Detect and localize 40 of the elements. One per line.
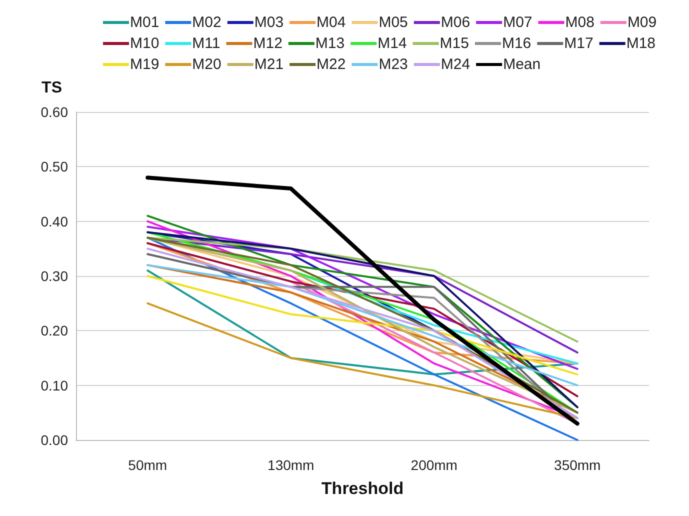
legend-label: M21 <box>254 56 284 73</box>
y-tick-label: 0.20 <box>40 322 68 339</box>
legend-label: M03 <box>254 14 284 31</box>
legend-label: M10 <box>130 35 160 52</box>
legend-label: M13 <box>315 35 345 52</box>
line-series <box>146 302 578 420</box>
legend-label: Mean <box>503 56 541 73</box>
y-axis-title: TS <box>42 80 62 96</box>
y-tick-label: 0.60 <box>40 104 68 120</box>
legend-label: M07 <box>503 14 532 31</box>
x-tick-label: 200mm <box>410 457 458 473</box>
x-tick-label: 350mm <box>554 457 601 473</box>
y-tick-label: 0.30 <box>40 268 68 284</box>
legend-label: M02 <box>192 14 222 31</box>
legend-label: M16 <box>502 35 532 52</box>
legend-label: M08 <box>565 14 594 31</box>
legend-label: M22 <box>316 56 346 73</box>
legend-label: M14 <box>378 35 407 52</box>
legend-label: M24 <box>440 56 470 73</box>
y-tick-label: 0.50 <box>40 158 68 175</box>
legend-label: M12 <box>253 35 282 52</box>
legend-label: M09 <box>627 14 657 31</box>
legend-label: M15 <box>440 35 469 52</box>
legend-label: M23 <box>378 56 408 73</box>
x-axis-title: Threshold <box>321 479 404 498</box>
legend-label: M17 <box>564 35 594 52</box>
line-series <box>146 176 580 426</box>
y-tick-label: 0.00 <box>40 432 68 448</box>
legend-label: M04 <box>316 14 346 31</box>
x-tick-label: 130mm <box>268 457 314 473</box>
legend-label: M18 <box>626 35 656 52</box>
legend-label: M20 <box>192 56 222 73</box>
legend-label: M01 <box>130 14 160 31</box>
y-tick-label: 0.10 <box>40 377 68 394</box>
legend-label: M19 <box>130 56 160 73</box>
x-tick-label: 50mm <box>128 457 168 473</box>
legend-label: M05 <box>378 14 408 31</box>
legend-label: M11 <box>192 35 220 52</box>
legend-label: M06 <box>440 14 470 31</box>
y-tick-label: 0.40 <box>40 213 68 230</box>
